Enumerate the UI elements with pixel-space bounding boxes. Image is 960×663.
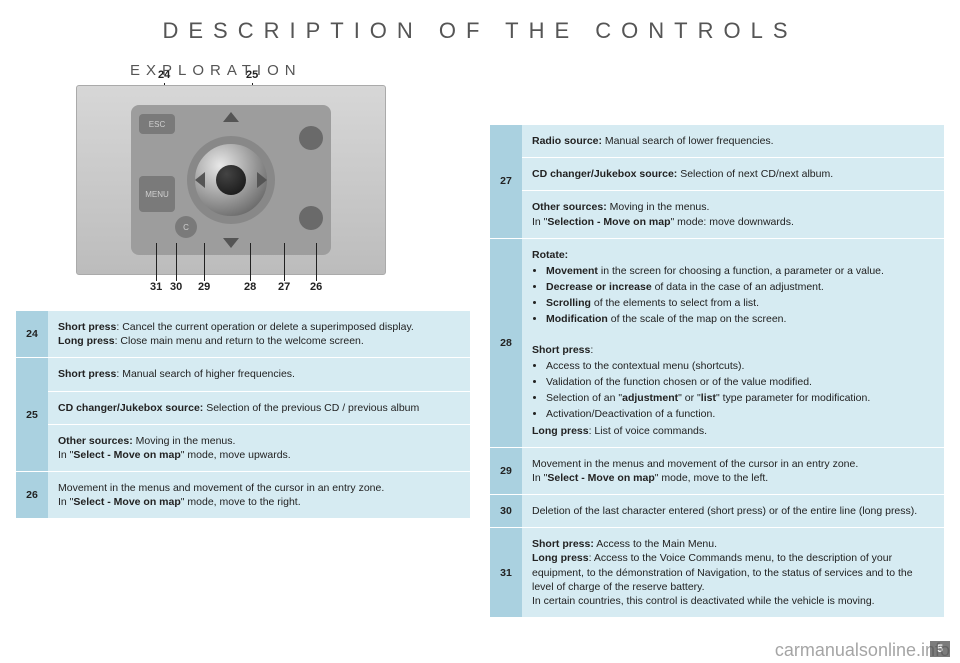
- anno-26: 26: [310, 281, 322, 293]
- anno-27: 27: [278, 281, 290, 293]
- right-table: 27Radio source: Manual search of lower f…: [490, 125, 944, 618]
- row-desc: Deletion of the last character entered (…: [522, 495, 944, 528]
- row-num: 29: [490, 447, 522, 494]
- anno-31: 31: [150, 281, 162, 293]
- anno-25: 25: [246, 69, 258, 81]
- row-desc: CD changer/Jukebox source: Selection of …: [48, 391, 470, 424]
- row-desc: Short press: Manual search of higher fre…: [48, 358, 470, 391]
- call-icon: [299, 126, 323, 150]
- end-call-icon: [299, 206, 323, 230]
- row-desc: Other sources: Moving in the menus.In "S…: [48, 424, 470, 471]
- anno-24: 24: [158, 69, 170, 81]
- row-num: 25: [16, 358, 48, 472]
- row-desc: Movement in the menus and movement of th…: [522, 447, 944, 494]
- c-button: C: [175, 216, 197, 238]
- row-num: 28: [490, 238, 522, 447]
- left-table: 24Short press: Cancel the current operat…: [16, 311, 470, 519]
- anno-30: 30: [170, 281, 182, 293]
- anno-29: 29: [198, 281, 210, 293]
- row-desc: Movement in the menus and movement of th…: [48, 472, 470, 519]
- row-desc: Other sources: Moving in the menus.In "S…: [522, 191, 944, 238]
- down-arrow-icon: [223, 238, 239, 248]
- row-desc: Short press: Access to the Main Menu.Lon…: [522, 528, 944, 618]
- esc-button: ESC: [139, 114, 175, 134]
- row-num: 27: [490, 125, 522, 238]
- control-photo: ESC MENU C: [76, 85, 386, 275]
- control-photo-wrap: 24 25 ESC MENU C: [76, 85, 386, 275]
- row-desc: Rotate:Movement in the screen for choosi…: [522, 238, 944, 447]
- up-arrow-icon: [223, 112, 239, 122]
- left-arrow-icon: [195, 172, 205, 188]
- watermark: carmanualsonline.info: [775, 640, 950, 661]
- row-desc: Radio source: Manual search of lower fre…: [522, 125, 944, 158]
- row-desc: Short press: Cancel the current operatio…: [48, 311, 470, 358]
- row-num: 26: [16, 472, 48, 519]
- row-num: 30: [490, 495, 522, 528]
- row-desc: CD changer/Jukebox source: Selection of …: [522, 158, 944, 191]
- page-title: DESCRIPTION OF THE CONTROLS: [0, 0, 960, 44]
- row-num: 31: [490, 528, 522, 618]
- anno-28: 28: [244, 281, 256, 293]
- row-num: 24: [16, 311, 48, 358]
- right-arrow-icon: [257, 172, 267, 188]
- menu-button: MENU: [139, 176, 175, 212]
